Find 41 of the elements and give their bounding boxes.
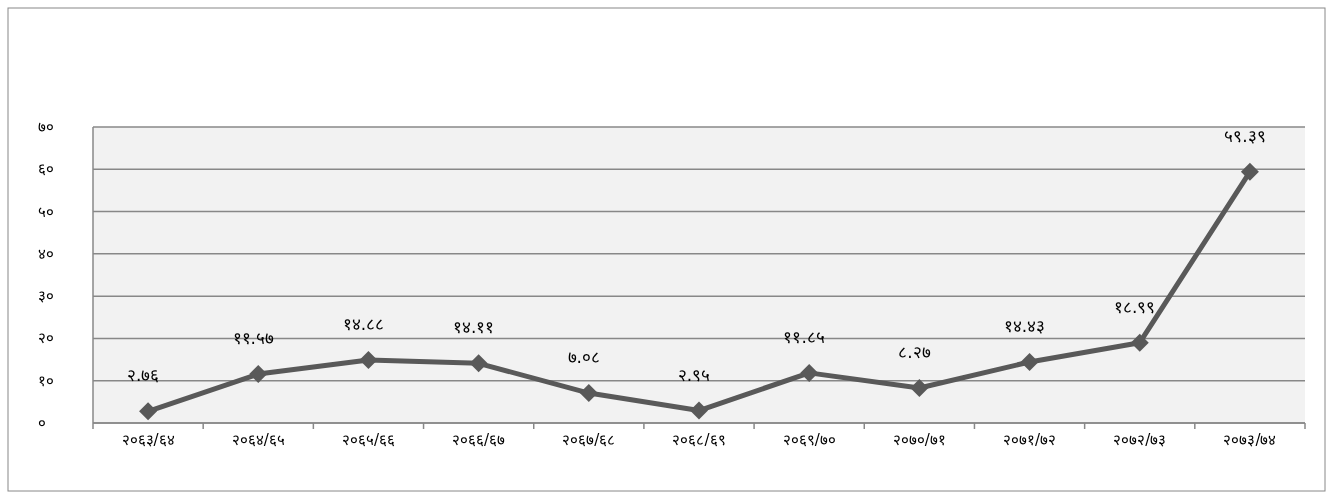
point: [800, 363, 819, 382]
point: [469, 354, 488, 373]
x-tick-label: २०७३/७४: [1223, 431, 1277, 449]
data-label: २.७६: [126, 365, 160, 386]
point: [359, 351, 378, 370]
y-tick-label: ०: [38, 414, 46, 432]
x-tick-label: २०६३/६४: [121, 431, 175, 449]
data-label: २.९५: [677, 364, 711, 385]
y-tick-label: ७०: [38, 118, 54, 136]
y-tick-label: ६०: [38, 160, 54, 179]
point: [579, 384, 598, 403]
x-tick-label: २०६९/७०: [782, 431, 836, 449]
point: [139, 402, 158, 421]
data-label: ७.०८: [567, 347, 601, 368]
x-tick-label: २०६८/६९: [672, 431, 726, 449]
point: [1240, 162, 1259, 181]
data-label: ११.८५: [783, 326, 825, 347]
x-tick-label: २०६६/६७: [452, 431, 506, 449]
x-tick-label: २०७०/७१: [892, 431, 946, 449]
data-label: १४.११: [452, 317, 495, 338]
data-label: ५९.३९: [1224, 125, 1266, 146]
y-tick-label: ३०: [38, 287, 54, 306]
point: [1130, 333, 1149, 352]
x-tick-label: २०६५/६६: [341, 431, 395, 449]
x-tick-label: २०७२/७३: [1113, 431, 1167, 449]
point: [249, 365, 268, 384]
x-tick-label: २०६४/६५: [231, 431, 285, 449]
y-tick-label: ४०: [38, 244, 54, 263]
point: [690, 401, 708, 420]
point: [910, 379, 929, 398]
data-label: ८.२७: [898, 342, 931, 363]
data-label: १४.४३: [1003, 315, 1046, 336]
y-tick-label: २०: [38, 329, 54, 348]
data-label: १४.८८: [342, 314, 385, 335]
data-label: ११.५७: [232, 328, 274, 349]
y-tick-label: १०: [38, 371, 54, 390]
point: [1020, 352, 1039, 371]
x-tick-label: २०६७/६८: [562, 431, 616, 449]
data-label: १८.९९: [1114, 296, 1156, 317]
y-tick-label: ५०: [38, 202, 54, 221]
x-tick-label: २०७१/७२: [1003, 431, 1057, 449]
